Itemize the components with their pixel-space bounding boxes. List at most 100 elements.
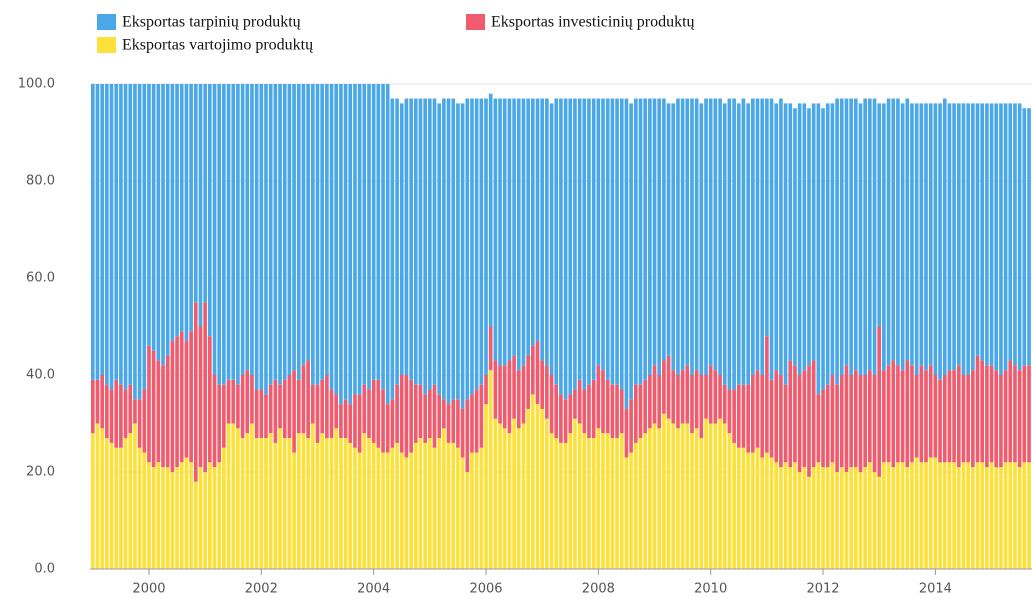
bar-segment	[741, 447, 746, 569]
bar-segment	[985, 365, 989, 468]
bar-segment	[666, 355, 671, 419]
bar-segment	[493, 418, 498, 569]
bar-segment	[343, 438, 348, 569]
bar-segment	[956, 467, 961, 569]
bar-segment	[924, 462, 928, 569]
bar-segment	[886, 462, 891, 569]
bar-segment	[502, 428, 507, 569]
bar-segment	[975, 462, 980, 569]
bar-segment	[802, 103, 807, 371]
bar-segment	[240, 438, 245, 569]
bar-segment	[1022, 462, 1027, 569]
bar-segment	[432, 98, 437, 385]
bar-segment	[231, 84, 236, 380]
bar-segment	[474, 98, 479, 390]
bar-segment	[994, 370, 999, 468]
bar-segment	[236, 384, 240, 429]
bar-segment	[226, 379, 231, 424]
bar-segment	[212, 84, 217, 375]
bar-segment	[573, 389, 577, 419]
bar-segment	[624, 457, 629, 569]
bar-segment	[601, 98, 605, 371]
bar-segment	[900, 462, 905, 569]
bar-segment	[910, 462, 914, 569]
bar-segment	[882, 462, 886, 569]
bar-segment	[474, 452, 479, 569]
x-tick-label: 2010	[694, 582, 727, 597]
bar-segment	[90, 379, 95, 434]
bar-segment	[891, 98, 896, 361]
bar-segment	[296, 433, 301, 569]
bar-segment	[961, 462, 966, 569]
bar-segment	[559, 394, 563, 443]
bar-segment	[156, 84, 161, 361]
bar-segment	[339, 84, 343, 405]
bar-segment	[1027, 462, 1031, 569]
bar-segment	[254, 438, 259, 569]
bar-segment	[446, 98, 451, 405]
bar-segment	[428, 98, 432, 390]
bar-segment	[268, 84, 273, 385]
bar-segment	[736, 384, 741, 448]
bar-segment	[254, 389, 259, 439]
bar-segment	[694, 98, 699, 371]
bar-segment	[395, 442, 399, 569]
bar-segment	[423, 442, 428, 569]
bar-segment	[985, 103, 989, 366]
bar-segment	[498, 365, 502, 424]
bar-segment	[128, 433, 133, 569]
bar-segment	[853, 370, 858, 468]
bar-segment	[479, 98, 484, 385]
bar-segment	[643, 98, 647, 380]
bar-segment	[652, 423, 657, 569]
bar-segment	[587, 98, 591, 385]
bar-segment	[231, 423, 236, 569]
bar-segment	[741, 98, 746, 385]
bar-segment	[212, 375, 217, 468]
bar-segment	[835, 384, 839, 472]
bar-segment	[877, 103, 882, 327]
bar-segment	[465, 399, 470, 472]
bar-segment	[399, 452, 404, 569]
bar-segment	[442, 98, 446, 400]
bar-segment	[891, 467, 896, 569]
bar-segment	[947, 462, 952, 569]
bar-segment	[385, 84, 390, 405]
bar-segment	[956, 103, 961, 366]
bar-segment	[971, 103, 975, 371]
bar-segment	[498, 423, 502, 569]
bar-segment	[769, 379, 774, 458]
bar-segment	[760, 375, 765, 458]
bar-segment	[311, 423, 315, 569]
bar-segment	[596, 365, 601, 429]
bar-segment	[203, 302, 207, 472]
bar-segment	[774, 462, 779, 569]
bar-segment	[722, 423, 727, 569]
bar-segment	[554, 98, 559, 385]
bar-segment	[105, 84, 109, 385]
bar-segment	[928, 103, 933, 366]
bar-segment	[334, 428, 339, 569]
bar-segment	[320, 379, 324, 434]
bar-segment	[774, 103, 779, 371]
bar-segment	[872, 98, 877, 376]
bar-segment	[765, 452, 769, 569]
y-tick-label: 20.0	[26, 465, 55, 480]
bar-segment	[250, 84, 254, 375]
bar-segment	[582, 433, 587, 569]
bar-segment	[811, 103, 816, 361]
bar-segment	[1013, 103, 1017, 366]
bar-segment	[961, 375, 966, 463]
legend-swatch	[97, 14, 116, 30]
bar-segment	[638, 438, 643, 569]
bar-segment	[877, 476, 882, 569]
bar-segment	[381, 452, 385, 569]
bar-segment	[863, 98, 867, 376]
bar-segment	[540, 98, 545, 361]
bar-segment	[311, 84, 315, 385]
bar-segment	[339, 438, 343, 569]
bar-segment	[179, 462, 184, 569]
bar-segment	[170, 341, 175, 472]
bar-segment	[395, 384, 399, 443]
bar-segment	[952, 103, 956, 371]
